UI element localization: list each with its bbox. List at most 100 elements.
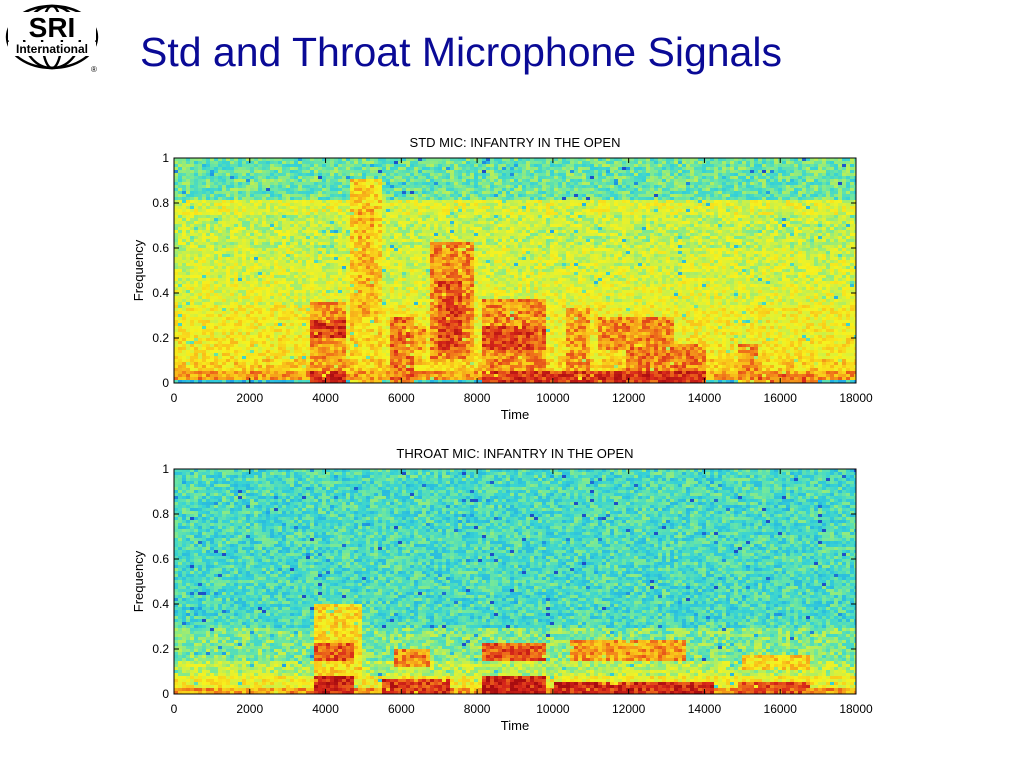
heatmap-cell bbox=[634, 185, 638, 188]
heatmap-cell bbox=[642, 164, 646, 167]
heatmap-cell bbox=[350, 191, 354, 194]
heatmap-cell bbox=[814, 176, 818, 179]
heatmap-cell bbox=[402, 182, 406, 185]
heatmap-cell bbox=[198, 173, 202, 176]
heatmap-cell bbox=[610, 239, 614, 242]
heatmap-cell bbox=[458, 200, 462, 203]
heatmap-cell bbox=[802, 188, 806, 191]
heatmap-cell bbox=[446, 239, 450, 242]
heatmap-cell bbox=[846, 230, 850, 233]
heatmap-cell bbox=[754, 236, 758, 239]
heatmap-cell bbox=[454, 185, 458, 188]
heatmap-cell bbox=[454, 230, 458, 233]
heatmap-cell bbox=[854, 158, 856, 161]
heatmap-cells bbox=[174, 158, 856, 383]
heatmap-cell bbox=[506, 221, 510, 224]
heatmap-cell bbox=[718, 224, 722, 227]
heatmap-cell bbox=[742, 179, 746, 182]
heatmap-cell bbox=[642, 173, 646, 176]
heatmap-cell bbox=[322, 203, 326, 206]
heatmap-cell bbox=[630, 158, 634, 161]
heatmap-cell bbox=[694, 224, 698, 227]
heatmap-cell bbox=[586, 164, 590, 167]
heatmap-cell bbox=[370, 230, 374, 233]
heatmap-cell bbox=[802, 242, 806, 245]
heatmap-cell bbox=[394, 203, 398, 206]
heatmap-cell bbox=[846, 224, 850, 227]
heatmap-cell bbox=[738, 167, 742, 170]
heatmap-cell bbox=[810, 215, 814, 218]
heatmap-cell bbox=[526, 197, 530, 200]
heatmap-cell bbox=[518, 233, 522, 236]
heatmap-cell bbox=[430, 197, 434, 200]
heatmap-cell bbox=[818, 200, 822, 203]
heatmap-cell bbox=[746, 224, 750, 227]
heatmap-cell bbox=[466, 200, 470, 203]
heatmap-cell bbox=[802, 185, 806, 188]
heatmap-cell bbox=[850, 164, 854, 167]
heatmap-cell bbox=[738, 227, 742, 230]
heatmap-cell bbox=[842, 188, 846, 191]
heatmap-cell bbox=[254, 203, 258, 206]
heatmap-cell bbox=[242, 194, 246, 197]
heatmap-cell bbox=[786, 242, 790, 245]
heatmap-cell bbox=[634, 176, 638, 179]
heatmap-cell bbox=[386, 191, 390, 194]
heatmap-cell bbox=[510, 200, 514, 203]
heatmap-cell bbox=[430, 182, 434, 185]
heatmap-cell bbox=[462, 188, 466, 191]
heatmap-cell bbox=[218, 185, 222, 188]
heatmap-cell bbox=[618, 212, 622, 215]
heatmap-cell bbox=[194, 191, 198, 194]
heatmap-cell bbox=[810, 221, 814, 224]
heatmap-cell bbox=[574, 233, 578, 236]
heatmap-cell bbox=[418, 173, 422, 176]
heatmap-cell bbox=[482, 227, 486, 230]
heatmap-cell bbox=[514, 239, 518, 242]
heatmap-cell bbox=[726, 179, 730, 182]
heatmap-cell bbox=[414, 197, 418, 200]
heatmap-cell bbox=[258, 170, 262, 173]
heatmap-cell bbox=[510, 230, 514, 233]
heatmap-cell bbox=[854, 164, 856, 167]
heatmap-cell bbox=[362, 227, 366, 230]
heatmap-cell bbox=[582, 236, 586, 239]
heatmap-cell bbox=[578, 182, 582, 185]
heatmap-cell bbox=[414, 191, 418, 194]
heatmap-cell bbox=[310, 197, 314, 200]
heatmap-cell bbox=[406, 212, 410, 215]
heatmap-cell bbox=[290, 182, 294, 185]
heatmap-cell bbox=[658, 179, 662, 182]
heatmap-cell bbox=[542, 197, 546, 200]
heatmap-cell bbox=[590, 212, 594, 215]
heatmap-cell bbox=[226, 161, 230, 164]
heatmap-cell bbox=[306, 239, 310, 242]
heatmap-cell bbox=[402, 206, 406, 209]
heatmap-cell bbox=[458, 218, 462, 221]
heatmap-cell bbox=[266, 179, 270, 182]
heatmap-cell bbox=[430, 173, 434, 176]
heatmap-cell bbox=[702, 206, 706, 209]
heatmap-cell bbox=[550, 242, 554, 245]
heatmap-cell bbox=[742, 197, 746, 200]
heatmap-cell bbox=[766, 173, 770, 176]
heatmap-cell bbox=[242, 209, 246, 212]
heatmap-cell bbox=[578, 167, 582, 170]
heatmap-cell bbox=[450, 197, 454, 200]
heatmap-cell bbox=[426, 224, 430, 227]
heatmap-cell bbox=[630, 242, 634, 245]
heatmap-cell bbox=[314, 173, 318, 176]
heatmap-cell bbox=[314, 158, 318, 161]
heatmap-cell bbox=[418, 227, 422, 230]
heatmap-cell bbox=[278, 233, 282, 236]
heatmap-cell bbox=[630, 203, 634, 206]
heatmap-cell bbox=[302, 197, 306, 200]
heatmap-cell bbox=[302, 188, 306, 191]
heatmap-cell bbox=[238, 161, 242, 164]
heatmap-cell bbox=[298, 239, 302, 242]
heatmap-cell bbox=[622, 224, 626, 227]
heatmap-cell bbox=[818, 227, 822, 230]
heatmap-cell bbox=[638, 230, 642, 233]
heatmap-cell bbox=[730, 239, 734, 242]
heatmap-cell bbox=[642, 191, 646, 194]
